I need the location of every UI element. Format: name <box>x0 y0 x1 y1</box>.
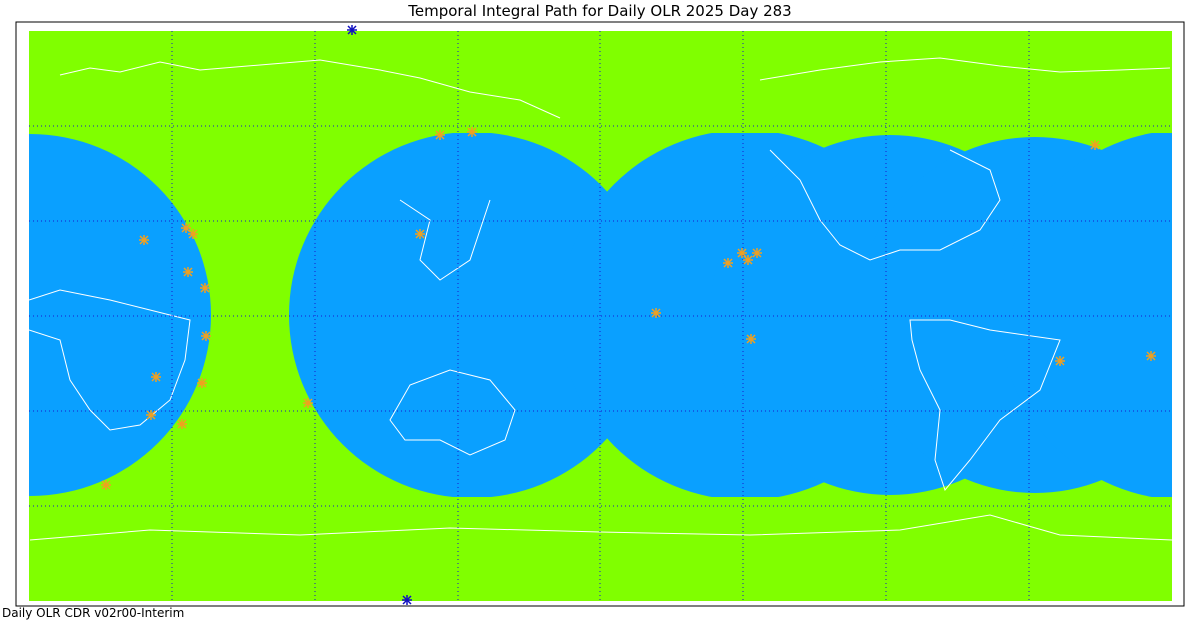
footer-text: Daily OLR CDR v02r00-Interim <box>2 606 184 620</box>
grid <box>29 31 1172 601</box>
coastlines <box>29 57 1172 541</box>
path-region <box>29 133 1172 497</box>
map-title: Temporal Integral Path for Daily OLR 202… <box>407 2 791 20</box>
frame <box>15 21 1185 607</box>
